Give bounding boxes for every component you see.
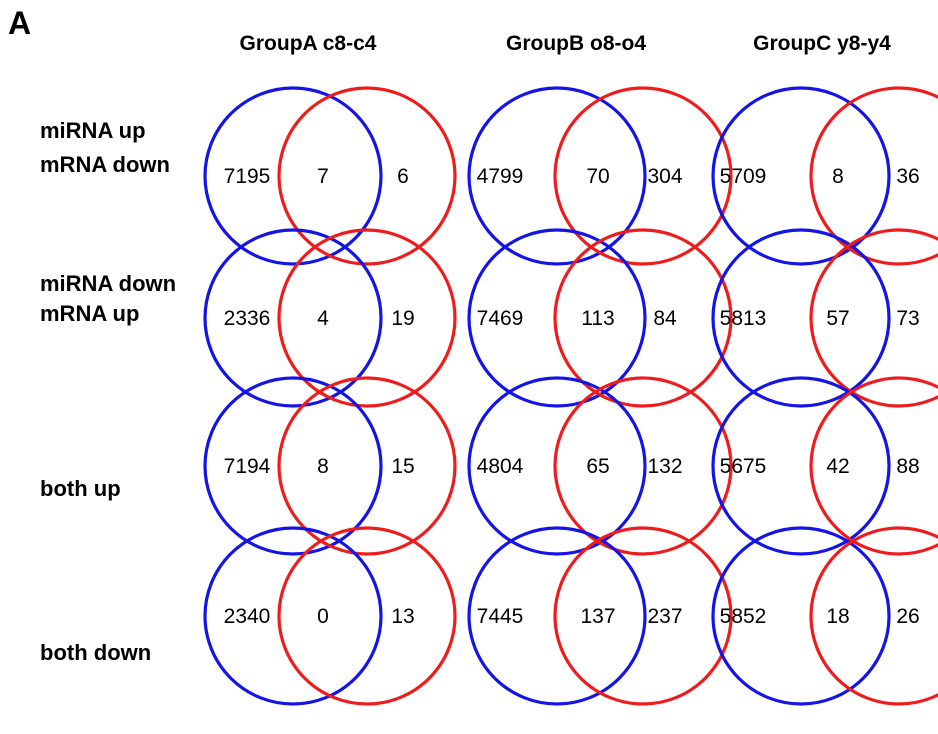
venn-overlap-count: 7: [317, 165, 329, 188]
venn-left-circle: [203, 526, 383, 706]
venn-diagrams: 7195 7 6 4799 70 304 5709 8 36 2336 4 19 7469 113 84 58…: [203, 86, 938, 706]
venn-overlap-count: 70: [586, 165, 609, 188]
venn-r2-c0: 7194 8 15: [203, 376, 457, 556]
venn-right-circle: [809, 86, 938, 266]
venn-left-circle: [711, 228, 891, 408]
venn-right-circle: [553, 228, 733, 408]
column-title-groupa: GroupA c8-c4: [240, 32, 377, 55]
venn-left-count: 4799: [477, 165, 524, 188]
venn-right-circle: [809, 526, 938, 706]
panel-label: A: [8, 5, 31, 41]
venn-r1-c2: 5813 57 73: [711, 228, 938, 408]
venn-left-count: 5709: [720, 165, 767, 188]
venn-right-count: 73: [896, 307, 919, 330]
venn-right-circle: [553, 86, 733, 266]
venn-overlap-count: 8: [832, 165, 844, 188]
venn-r0-c1: 4799 70 304: [467, 86, 733, 266]
venn-r2-c1: 4804 65 132: [467, 376, 733, 556]
venn-left-circle: [711, 376, 891, 556]
venn-left-count: 7195: [224, 165, 271, 188]
venn-r1-c0: 2336 4 19: [203, 228, 457, 408]
venn-right-count: 84: [653, 307, 677, 330]
venn-left-count: 5852: [720, 605, 767, 628]
venn-left-count: 5813: [720, 307, 767, 330]
venn-overlap-count: 0: [317, 605, 329, 628]
venn-overlap-count: 8: [317, 455, 329, 478]
venn-r3-c0: 2340 0 13: [203, 526, 457, 706]
venn-left-count: 7469: [477, 307, 524, 330]
venn-left-circle: [711, 86, 891, 266]
venn-right-count: 6: [397, 165, 409, 188]
venn-right-count: 237: [647, 605, 682, 628]
venn-overlap-count: 42: [826, 455, 849, 478]
venn-left-count: 2340: [224, 605, 271, 628]
venn-overlap-count: 4: [317, 307, 329, 330]
venn-right-count: 304: [647, 165, 682, 188]
row-label-0-line-0: miRNA up: [40, 118, 146, 143]
venn-right-circle: [277, 376, 457, 556]
row-label-1-line-1: mRNA up: [40, 301, 139, 326]
venn-left-circle: [203, 86, 383, 266]
venn-right-circle: [809, 228, 938, 408]
row-label-2-line-0: both up: [40, 476, 121, 501]
row-label-0-line-1: mRNA down: [40, 152, 170, 177]
venn-left-circle: [467, 526, 647, 706]
row-label-3-line-0: both down: [40, 640, 151, 665]
venn-left-count: 5675: [720, 455, 767, 478]
venn-r2-c2: 5675 42 88: [711, 376, 938, 556]
venn-left-circle: [203, 376, 383, 556]
venn-right-count: 13: [391, 605, 414, 628]
venn-left-count: 7194: [224, 455, 271, 478]
venn-left-count: 7445: [477, 605, 524, 628]
venn-right-count: 15: [391, 455, 414, 478]
venn-right-count: 88: [896, 455, 919, 478]
venn-left-circle: [467, 376, 647, 556]
venn-right-circle: [553, 376, 733, 556]
row-label-1-line-0: miRNA down: [40, 271, 176, 296]
column-title-groupb: GroupB o8-o4: [506, 32, 646, 55]
venn-left-circle: [467, 86, 647, 266]
venn-r0-c2: 5709 8 36: [711, 86, 938, 266]
venn-overlap-count: 18: [826, 605, 849, 628]
venn-right-circle: [277, 228, 457, 408]
venn-left-count: 2336: [224, 307, 271, 330]
venn-right-count: 36: [896, 165, 919, 188]
venn-r0-c0: 7195 7 6: [203, 86, 457, 266]
venn-right-circle: [553, 526, 733, 706]
venn-overlap-count: 65: [586, 455, 609, 478]
venn-r3-c1: 7445 137 237: [467, 526, 733, 706]
venn-overlap-count: 57: [826, 307, 849, 330]
venn-left-circle: [467, 228, 647, 408]
venn-right-circle: [809, 376, 938, 556]
venn-right-count: 132: [647, 455, 682, 478]
venn-right-count: 19: [391, 307, 414, 330]
venn-right-count: 26: [896, 605, 919, 628]
row-labels: miRNA up mRNA down miRNA down mRNA up both u…: [40, 118, 176, 665]
venn-r3-c2: 5852 18 26: [711, 526, 938, 706]
venn-left-count: 4804: [477, 455, 524, 478]
venn-overlap-count: 113: [581, 307, 614, 330]
venn-right-circle: [277, 526, 457, 706]
venn-overlap-count: 137: [580, 605, 615, 628]
venn-left-circle: [711, 526, 891, 706]
venn-right-circle: [277, 86, 457, 266]
column-title-groupc: GroupC y8-y4: [753, 32, 891, 55]
venn-r1-c1: 7469 113 84: [467, 228, 733, 408]
venn-left-circle: [203, 228, 383, 408]
